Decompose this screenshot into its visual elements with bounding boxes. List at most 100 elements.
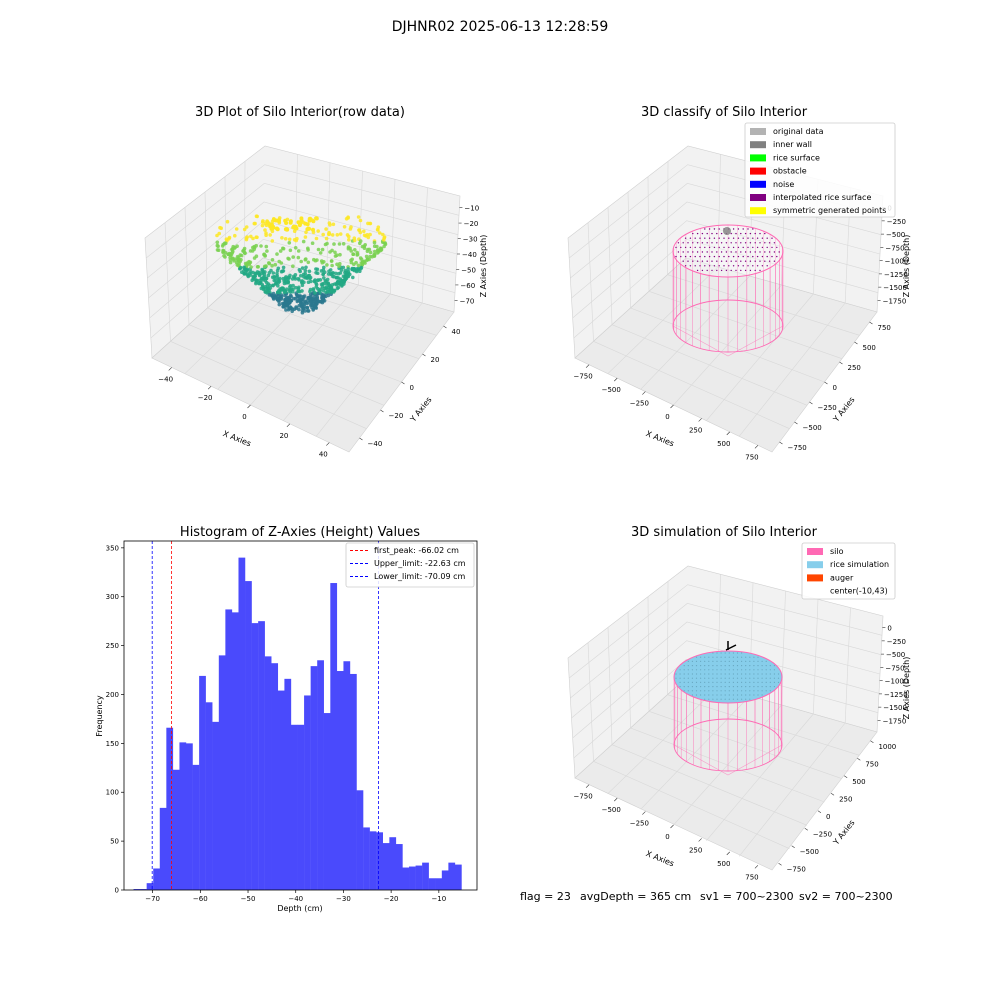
histogram-bar — [454, 864, 462, 890]
scatter-point — [280, 236, 284, 240]
y-tick-label: −750 — [788, 444, 807, 452]
interpolated-point — [735, 251, 737, 253]
legend-swatch — [807, 574, 823, 582]
z-tick-label: −60 — [460, 282, 475, 290]
interpolated-point — [720, 269, 723, 272]
scatter-point — [312, 257, 316, 262]
scatter-point — [323, 242, 328, 247]
scatter-point — [287, 288, 292, 293]
scatter-point — [228, 255, 232, 260]
interpolated-point — [699, 237, 701, 239]
scatter-point — [242, 265, 246, 270]
interpolated-point — [771, 255, 773, 258]
scatter-point — [249, 270, 253, 274]
x-tick-mark — [670, 404, 674, 409]
interpolated-point — [754, 232, 756, 235]
y-tick-mark — [794, 421, 798, 425]
rice-surface-point — [695, 690, 698, 692]
scatter-point — [339, 281, 343, 286]
rice-surface-point — [708, 694, 710, 696]
gridline — [572, 640, 880, 739]
interpolated-point — [699, 255, 701, 258]
scatter-point — [349, 249, 354, 253]
interpolated-point — [761, 246, 764, 249]
rice-surface-point — [761, 694, 763, 696]
interpolated-point — [694, 237, 696, 239]
scatter-point — [366, 235, 371, 240]
y-tick-mark — [854, 341, 858, 345]
y-tick-label: 20 — [431, 356, 440, 364]
rice-surface-point — [708, 660, 710, 663]
panel2-zlabel: Z Axies (Depth) — [902, 235, 911, 298]
scatter-point — [358, 256, 363, 260]
rice-surface-point — [687, 690, 689, 692]
scatter-point — [329, 259, 334, 263]
panel4-zlabel: Z Axies (Depth) — [902, 657, 911, 720]
scatter-point — [359, 266, 363, 271]
scatter-point — [321, 232, 326, 237]
interpolated-point — [696, 251, 699, 253]
rice-surface-point — [695, 673, 698, 675]
scatter-point — [341, 265, 346, 270]
rice-surface-point — [753, 690, 755, 692]
interpolated-point — [742, 246, 744, 249]
scatter-point — [295, 299, 300, 304]
panel4-ylabel: Y Axies — [831, 818, 857, 847]
rice-surface-point — [777, 677, 780, 679]
scatter-point — [315, 300, 320, 304]
interpolated-point — [713, 237, 716, 239]
rice-surface-point — [728, 673, 730, 675]
silo-top-surface — [673, 650, 783, 704]
rice-surface-point — [691, 686, 694, 688]
interpolated-point — [754, 242, 756, 244]
rice-surface-point — [704, 694, 706, 696]
scatter-point — [304, 257, 308, 261]
scatter-point — [242, 227, 247, 232]
rice-surface-point — [687, 681, 689, 684]
scatter-point — [281, 246, 286, 251]
scatter-point — [278, 249, 283, 253]
z-tick-label: −1750 — [883, 297, 907, 305]
interpolated-point — [687, 260, 689, 262]
y-tick-label: −40 — [368, 440, 383, 448]
interpolated-point — [713, 255, 716, 258]
rice-surface-point — [757, 681, 759, 684]
rice-surface-point — [704, 669, 706, 671]
scatter-point — [254, 254, 259, 258]
interpolated-point — [677, 251, 680, 253]
histogram-bar — [317, 660, 324, 890]
scatter-point — [302, 306, 306, 311]
scatter-point — [263, 221, 268, 226]
scatter-point — [339, 268, 344, 272]
interpolated-point — [694, 265, 696, 267]
interpolated-point — [689, 246, 692, 249]
scatter-point — [357, 228, 362, 232]
interpolated-point — [759, 232, 761, 235]
scatter-point — [270, 263, 274, 268]
histogram-bar — [146, 883, 154, 890]
x-tick-label: −10 — [431, 895, 446, 903]
histogram-bar — [159, 807, 167, 890]
rice-surface-point — [708, 686, 710, 688]
z-tick-label: −30 — [463, 236, 478, 244]
interpolated-point — [756, 237, 759, 239]
histogram-bar — [330, 583, 338, 890]
panel4-silo-simulation — [673, 641, 783, 776]
interpolated-point — [766, 237, 768, 239]
x-tick-label: 0 — [665, 413, 669, 421]
scatter-point — [287, 241, 292, 245]
scatter-point — [301, 302, 305, 307]
gridline — [573, 659, 879, 759]
scatter-point — [338, 252, 342, 257]
silo-cone-line — [672, 325, 784, 357]
rice-surface-point — [769, 669, 771, 671]
x-tick-mark — [614, 377, 618, 382]
scatter-point — [349, 225, 353, 229]
histogram-bar — [284, 678, 292, 890]
interpolated-point — [749, 269, 752, 272]
interpolated-point — [764, 251, 766, 253]
rice-surface-point — [769, 665, 771, 667]
scatter-point — [364, 254, 369, 259]
interpolated-point — [744, 260, 747, 262]
interpolated-point — [723, 255, 725, 258]
